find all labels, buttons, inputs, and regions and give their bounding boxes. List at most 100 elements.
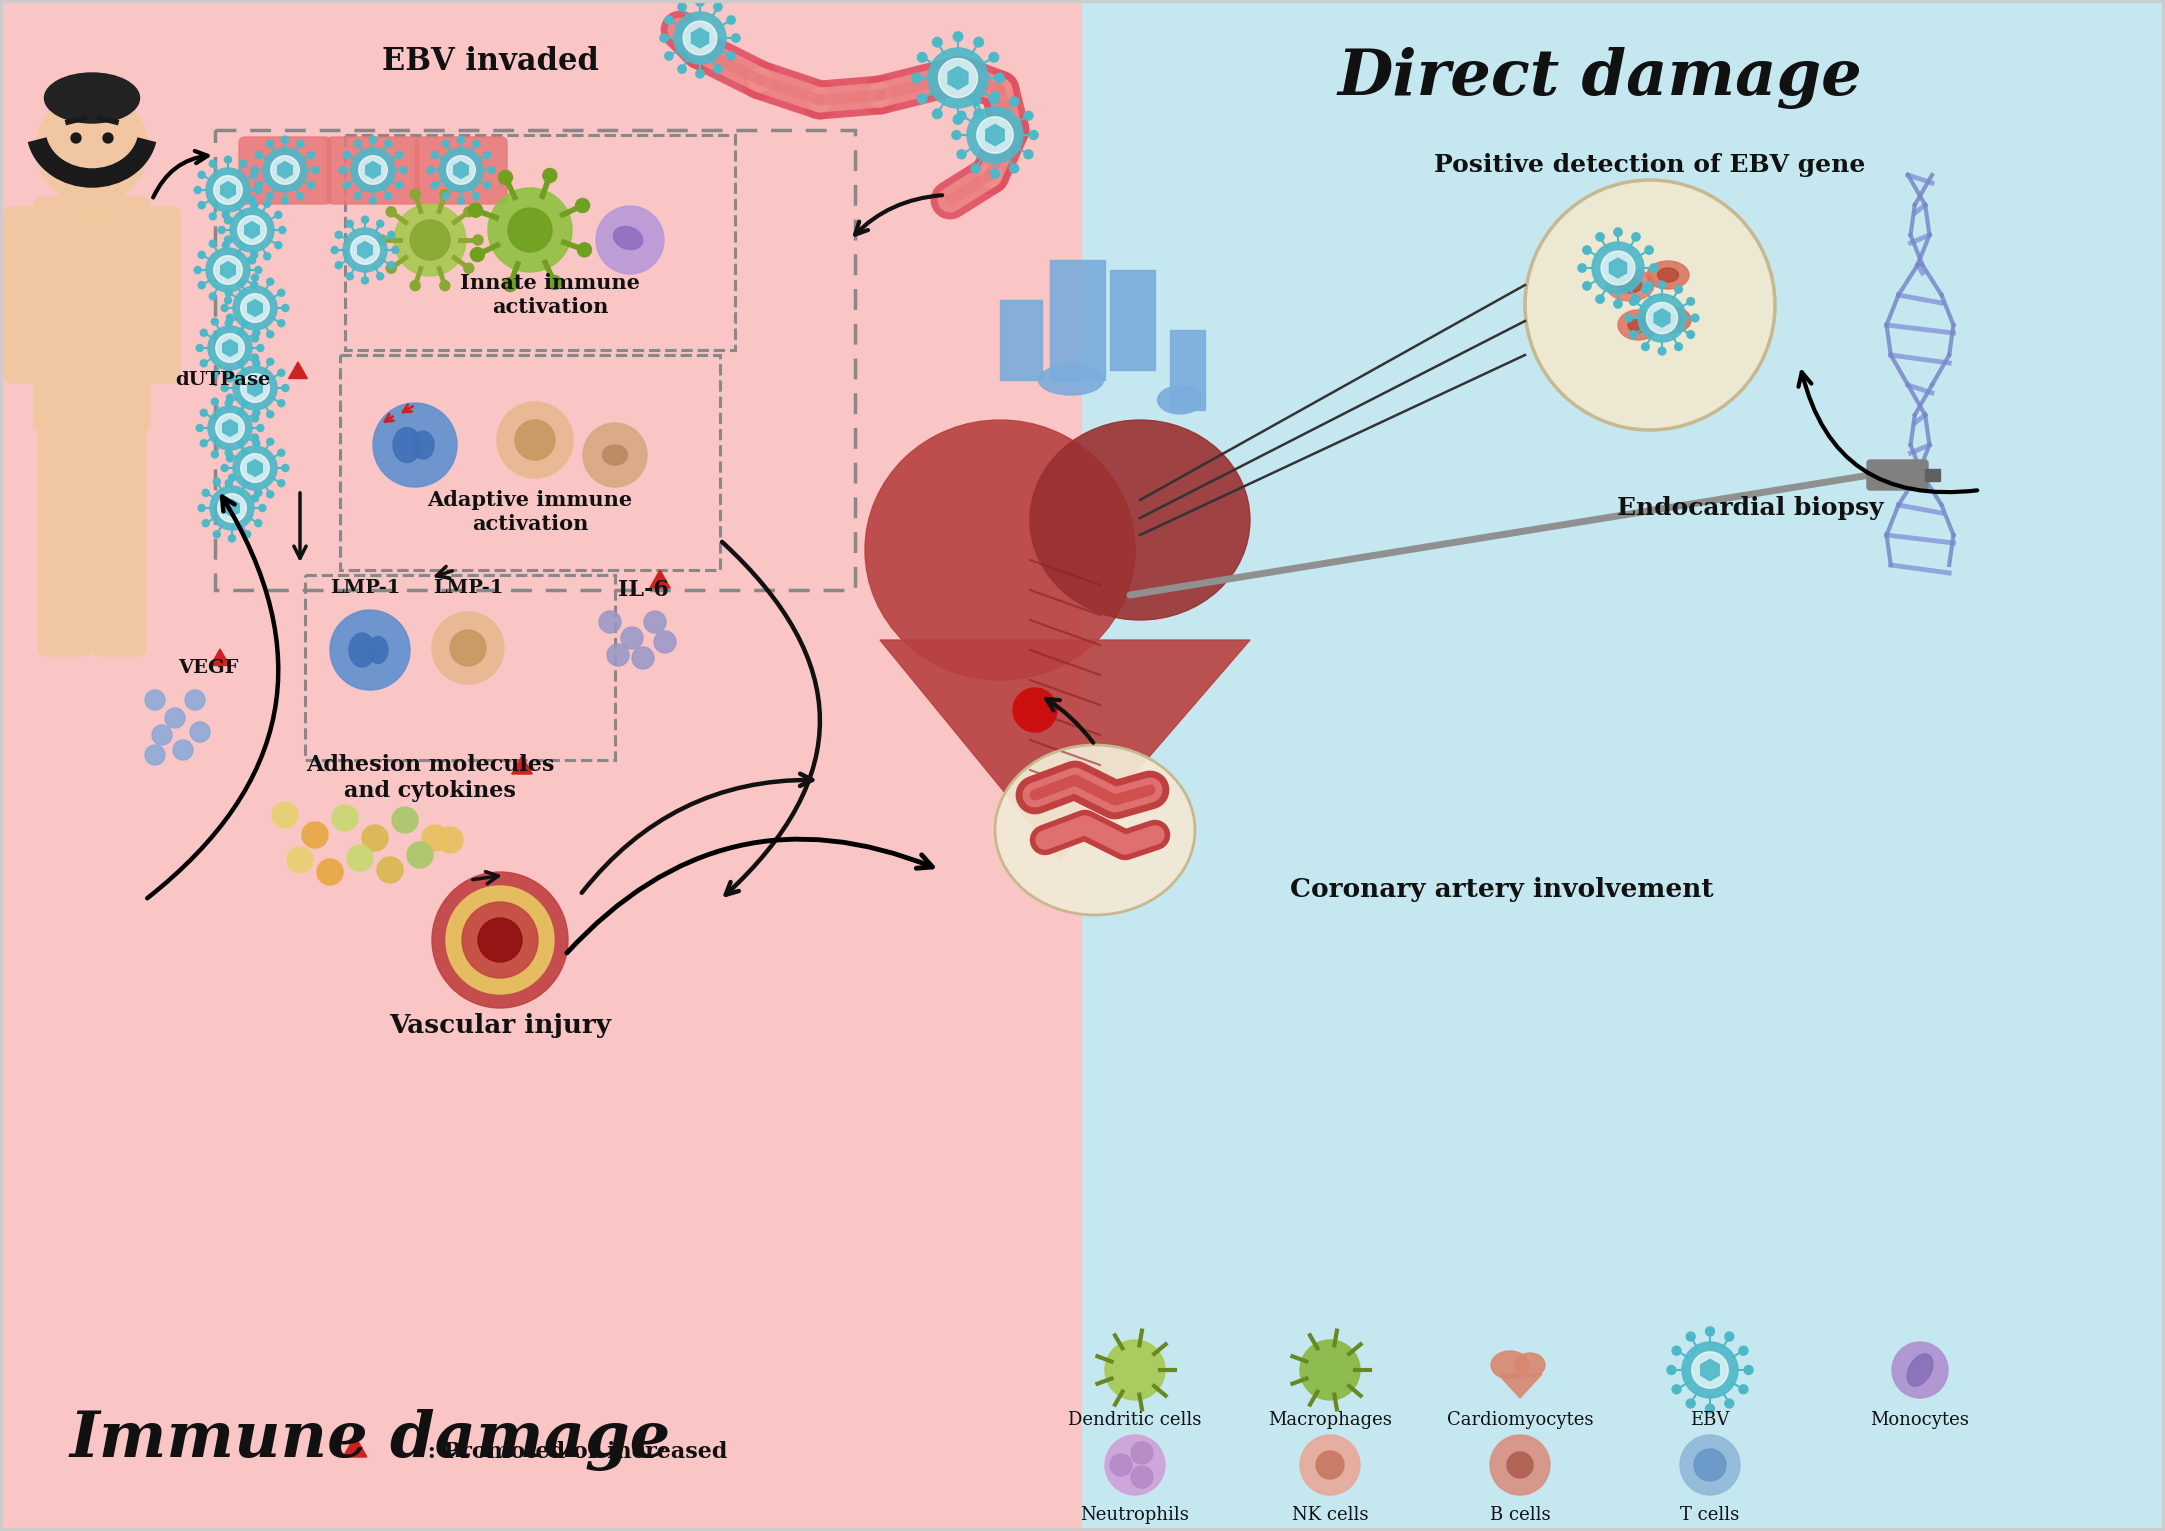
Circle shape (377, 273, 383, 280)
Circle shape (548, 276, 561, 289)
Text: Endocardial biopsy: Endocardial biopsy (1617, 496, 1884, 521)
Circle shape (344, 152, 351, 158)
Circle shape (344, 182, 351, 188)
Circle shape (957, 150, 966, 159)
Circle shape (362, 825, 388, 851)
Circle shape (362, 277, 368, 283)
Circle shape (972, 164, 981, 173)
Text: dUTPase: dUTPase (175, 371, 271, 389)
Circle shape (1507, 1451, 1533, 1477)
Circle shape (509, 208, 552, 253)
Circle shape (1602, 251, 1635, 285)
Circle shape (277, 289, 286, 297)
Circle shape (1645, 282, 1654, 289)
Circle shape (1658, 282, 1665, 289)
Polygon shape (1654, 309, 1669, 328)
Circle shape (245, 478, 251, 485)
Ellipse shape (1658, 268, 1678, 282)
Circle shape (1693, 1448, 1726, 1480)
Polygon shape (691, 28, 708, 47)
Circle shape (297, 193, 303, 201)
Circle shape (992, 168, 1000, 178)
Circle shape (362, 216, 368, 224)
Circle shape (227, 314, 234, 322)
Circle shape (1738, 1346, 1747, 1355)
Circle shape (355, 193, 362, 201)
Circle shape (1596, 295, 1604, 303)
Circle shape (199, 439, 208, 447)
Polygon shape (1609, 259, 1626, 279)
Ellipse shape (349, 632, 375, 668)
Circle shape (251, 274, 258, 282)
Circle shape (409, 220, 450, 260)
Circle shape (240, 161, 247, 167)
Circle shape (104, 133, 113, 142)
Circle shape (472, 193, 481, 201)
Text: Immune damage: Immune damage (69, 1409, 671, 1471)
Circle shape (409, 190, 420, 199)
Circle shape (199, 202, 206, 208)
Circle shape (487, 188, 572, 273)
Circle shape (266, 410, 273, 418)
Bar (1050, 260, 1104, 380)
Circle shape (355, 141, 362, 147)
Circle shape (427, 167, 435, 173)
Circle shape (665, 52, 673, 60)
Circle shape (255, 490, 262, 496)
Circle shape (266, 438, 273, 446)
Circle shape (665, 15, 673, 24)
Polygon shape (223, 419, 238, 436)
Circle shape (1490, 1435, 1550, 1494)
Circle shape (678, 64, 686, 73)
Circle shape (199, 409, 208, 416)
Circle shape (992, 92, 1000, 101)
Text: Adhesion molecules
and cytokines: Adhesion molecules and cytokines (305, 755, 554, 802)
Circle shape (1641, 285, 1650, 292)
Circle shape (262, 149, 307, 191)
Circle shape (329, 609, 409, 690)
Circle shape (225, 449, 232, 456)
Circle shape (446, 886, 554, 994)
Circle shape (600, 611, 621, 632)
Circle shape (336, 262, 342, 269)
Circle shape (989, 93, 998, 104)
Ellipse shape (602, 446, 628, 465)
Circle shape (937, 58, 979, 98)
Circle shape (266, 193, 273, 201)
Polygon shape (225, 499, 240, 516)
Ellipse shape (1158, 386, 1202, 413)
Circle shape (377, 857, 403, 883)
Circle shape (1632, 233, 1641, 240)
Circle shape (240, 294, 268, 323)
Circle shape (1671, 1386, 1680, 1393)
Circle shape (251, 251, 258, 259)
Circle shape (351, 236, 379, 265)
Circle shape (275, 211, 281, 219)
Circle shape (446, 156, 476, 184)
Circle shape (255, 187, 262, 193)
Circle shape (340, 167, 346, 173)
Circle shape (240, 213, 247, 220)
Text: EBV invaded: EBV invaded (381, 46, 598, 78)
Circle shape (621, 628, 643, 649)
Circle shape (437, 827, 463, 853)
Circle shape (173, 739, 193, 759)
Bar (1111, 269, 1154, 371)
Polygon shape (948, 67, 968, 89)
Circle shape (1009, 164, 1020, 173)
Circle shape (1658, 348, 1665, 355)
Circle shape (253, 409, 260, 416)
Circle shape (660, 34, 669, 43)
Circle shape (227, 375, 234, 381)
Bar (1000, 300, 1041, 380)
Circle shape (1630, 297, 1637, 305)
FancyBboxPatch shape (416, 136, 507, 204)
Circle shape (684, 21, 717, 55)
Circle shape (223, 211, 229, 219)
Bar (1925, 468, 1940, 481)
Circle shape (165, 707, 184, 729)
Circle shape (463, 263, 474, 273)
Circle shape (1578, 263, 1587, 273)
Circle shape (197, 344, 204, 352)
Circle shape (470, 248, 485, 262)
